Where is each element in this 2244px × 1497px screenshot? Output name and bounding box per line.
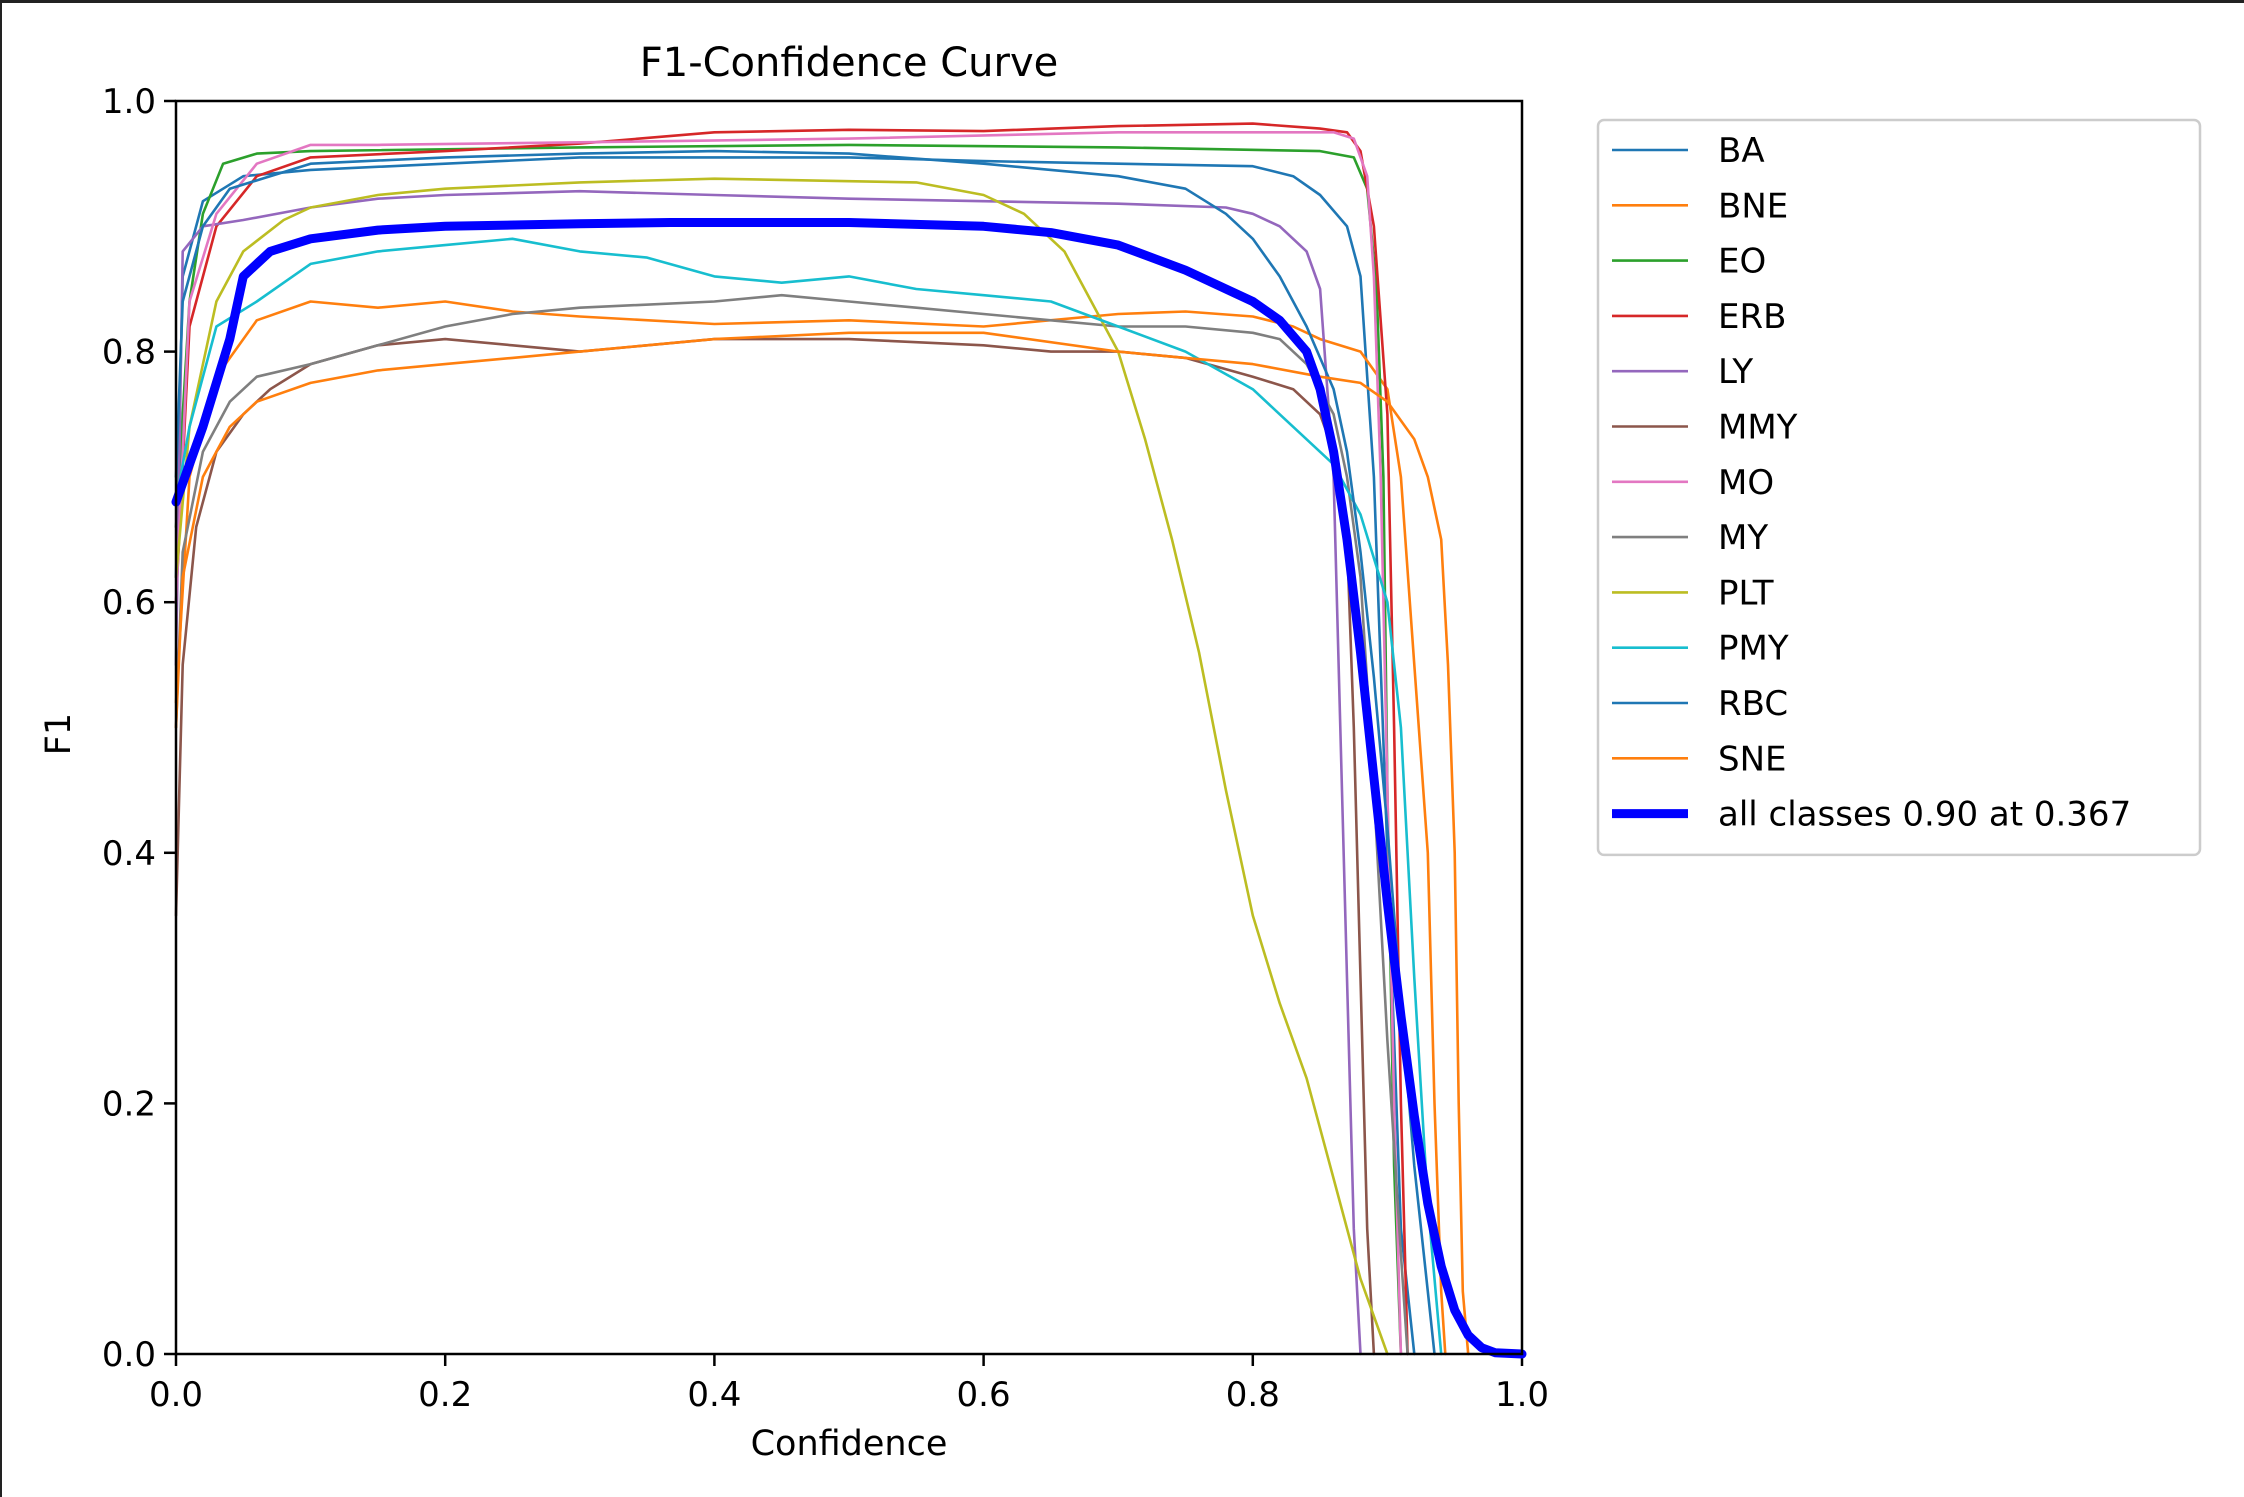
y-tick-label: 0.4 (102, 834, 156, 874)
series-line-eo (174, 143, 1403, 1356)
legend-box (1596, 118, 2202, 857)
x-tick-label: 0.6 (957, 1375, 1011, 1415)
legend-label-eo: EO (1718, 242, 1766, 282)
legend-label-plt: PLT (1718, 573, 1774, 613)
x-tick-label: 1.0 (1495, 1375, 1549, 1415)
x-tick-label: 0.8 (1226, 1375, 1280, 1415)
y-axis-label: F1 (39, 713, 79, 755)
chart-title: F1-Confidence Curve (640, 40, 1059, 86)
series-line-plt (174, 177, 1389, 1356)
legend: BA BNE EO ERB LY MMY MO MY PLT PMY RBC SNE all class… (1596, 118, 2202, 857)
series-line-sne (174, 331, 1470, 1356)
axis-ticks: 0.0 0.2 0.4 0.6 0.8 1.0 0.0 0.2 0.4 0.6 0.8 1.0 (102, 82, 1549, 1415)
series-line-mmy (174, 337, 1376, 1356)
series-line-pmy (174, 237, 1443, 1356)
y-tick-label: 0.0 (102, 1335, 156, 1375)
series-line-ly (174, 189, 1362, 1356)
legend-label-my: MY (1718, 518, 1768, 558)
y-tick-label: 0.2 (102, 1084, 156, 1124)
x-tick-label: 0.4 (687, 1375, 741, 1415)
legend-label-mo: MO (1718, 463, 1774, 503)
series-line-erb (174, 122, 1409, 1356)
x-tick-label: 0.0 (149, 1375, 203, 1415)
y-tick-label: 0.8 (102, 333, 156, 373)
series-line-all-classes (171, 218, 1527, 1359)
legend-label-pmy: PMY (1718, 629, 1789, 669)
y-tick-label: 1.0 (102, 82, 156, 122)
legend-label-ba: BA (1718, 131, 1765, 171)
series-line-bne (174, 300, 1447, 1356)
legend-label-rbc: RBC (1718, 684, 1788, 724)
x-tick-label: 0.2 (418, 1375, 472, 1415)
series-line-my (174, 293, 1409, 1356)
legend-label-all-classes: all classes 0.90 at 0.367 (1718, 795, 2131, 835)
series-line-mo (174, 131, 1403, 1356)
y-tick-label: 0.6 (102, 583, 156, 623)
legend-label-ly: LY (1718, 352, 1753, 392)
series-lines (171, 122, 1527, 1359)
legend-label-erb: ERB (1718, 297, 1786, 337)
legend-label-mmy: MMY (1718, 408, 1798, 448)
x-axis-label: Confidence (751, 1424, 948, 1464)
plot-area (174, 99, 1524, 1356)
legend-label-bne: BNE (1718, 186, 1788, 226)
series-line-rbc (174, 149, 1436, 1356)
legend-label-sne: SNE (1718, 739, 1787, 779)
series-line-ba (174, 156, 1416, 1356)
